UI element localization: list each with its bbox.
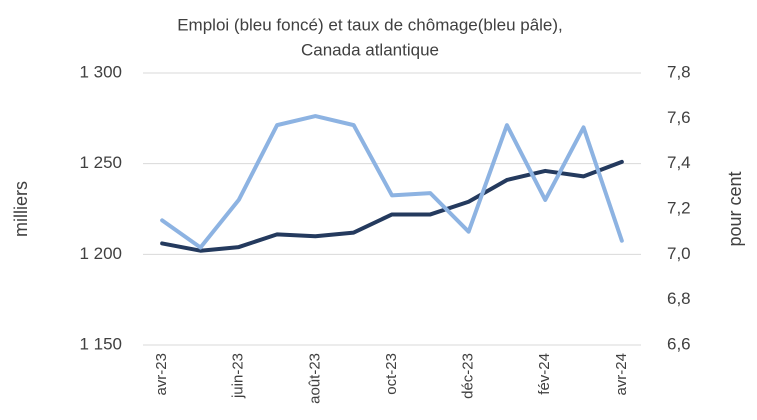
y2-tick-label: 7,0 bbox=[667, 244, 691, 263]
y-axis-label: milliers bbox=[11, 181, 31, 237]
y2-tick-label: 7,2 bbox=[667, 198, 691, 217]
y2-tick-label: 7,4 bbox=[667, 153, 691, 172]
x-tick-label: oct-23 bbox=[383, 353, 400, 395]
y-tick-label: 1 300 bbox=[79, 62, 122, 81]
chart-title: Emploi (bleu foncé) et taux de chômage(b… bbox=[177, 15, 563, 34]
x-tick-label: fév-24 bbox=[536, 353, 553, 395]
x-tick-label: avr-23 bbox=[153, 353, 170, 396]
series-line bbox=[162, 116, 622, 247]
y2-tick-label: 7,8 bbox=[667, 62, 691, 81]
x-tick-label: déc-23 bbox=[460, 353, 477, 399]
chart-title: Canada atlantique bbox=[301, 40, 439, 59]
chart: Emploi (bleu foncé) et taux de chômage(b… bbox=[0, 0, 757, 420]
y-tick-label: 1 150 bbox=[79, 334, 122, 353]
y-tick-label: 1 250 bbox=[79, 153, 122, 172]
y2-tick-label: 6,8 bbox=[667, 289, 691, 308]
y-tick-label: 1 200 bbox=[79, 244, 122, 263]
x-tick-label: juin-23 bbox=[230, 353, 247, 399]
y2-tick-label: 6,6 bbox=[667, 334, 691, 353]
y2-tick-label: 7,6 bbox=[667, 108, 691, 127]
x-tick-label: avr-24 bbox=[613, 353, 630, 396]
x-tick-label: août-23 bbox=[306, 353, 323, 404]
y2-axis-label: pour cent bbox=[725, 171, 745, 246]
